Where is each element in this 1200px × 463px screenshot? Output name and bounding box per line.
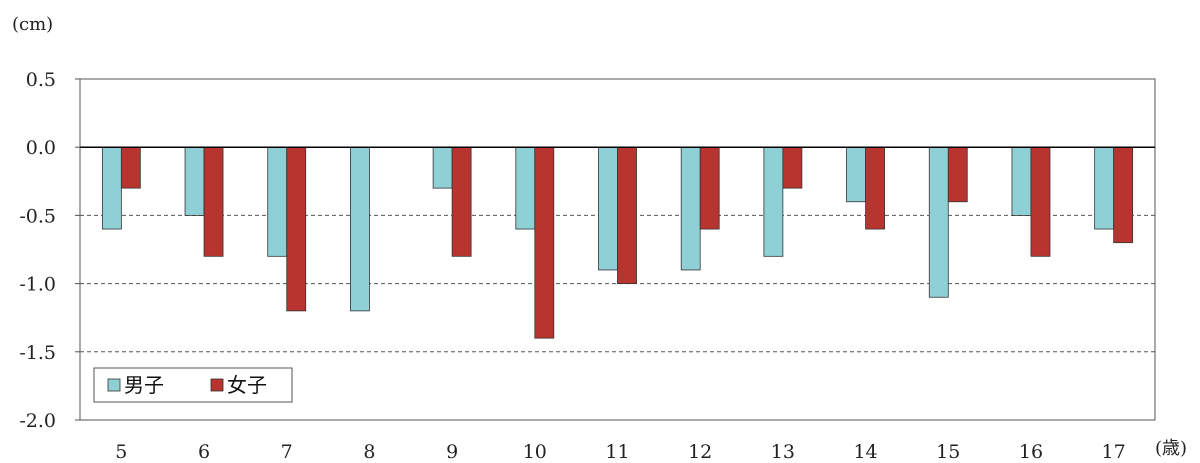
bar-girls-17 xyxy=(1113,146,1134,244)
bar-girls-7 xyxy=(286,146,307,312)
bar-girls-15 xyxy=(947,146,968,203)
x-tick-label: 14 xyxy=(853,441,877,463)
y-axis-unit-label: (cm) xyxy=(12,14,53,35)
legend-swatch-boys xyxy=(107,378,121,392)
bar-boys-11 xyxy=(598,146,618,271)
bar-boys-14 xyxy=(846,146,866,203)
x-tick-label: 17 xyxy=(1102,441,1126,463)
bar-boys-9 xyxy=(432,146,453,189)
legend: 男子 女子 xyxy=(93,367,293,403)
x-axis-ticks: 5 6 7 8 9 10 11 12 13 14 15 16 17 xyxy=(115,441,1125,463)
y-tick-label: -2.0 xyxy=(19,410,56,432)
legend-label-girls: 女子 xyxy=(227,373,267,397)
legend-swatch-girls xyxy=(210,378,224,392)
legend-box xyxy=(93,367,293,403)
y-tick-label: 0.5 xyxy=(26,69,56,91)
bar-girls-5 xyxy=(120,146,141,189)
bar-boys-17 xyxy=(1094,146,1115,230)
y-tick-label: -1.0 xyxy=(19,274,56,296)
bar-girls-10 xyxy=(534,146,555,339)
x-axis-unit-label: (歳) xyxy=(1155,438,1187,459)
bar-girls-14 xyxy=(865,146,885,230)
x-tick-label: 6 xyxy=(198,441,210,463)
bar-girls-9 xyxy=(451,146,472,257)
bar-girls-6 xyxy=(203,146,224,257)
legend-label-boys: 男子 xyxy=(124,373,164,397)
x-tick-label: 8 xyxy=(363,441,375,463)
bar-boys-15 xyxy=(928,146,949,298)
bars-group xyxy=(101,146,1134,339)
y-tick-label: -0.5 xyxy=(19,205,56,227)
x-tick-label: 9 xyxy=(446,441,458,463)
y-axis-ticks: 0.5 0.0 -0.5 -1.0 -1.5 -2.0 xyxy=(19,69,80,432)
x-tick-label: 13 xyxy=(771,441,795,463)
bar-girls-13 xyxy=(782,146,803,189)
bar-boys-8 xyxy=(350,146,370,312)
bar-boys-16 xyxy=(1011,146,1032,216)
x-tick-label: 12 xyxy=(688,441,712,463)
bar-boys-13 xyxy=(763,146,784,257)
x-tick-label: 15 xyxy=(936,441,960,463)
bar-boys-5 xyxy=(101,146,122,230)
y-tick-label: -1.5 xyxy=(19,342,56,364)
bar-boys-10 xyxy=(515,146,536,230)
bar-boys-12 xyxy=(680,146,701,271)
bar-girls-12 xyxy=(699,146,720,230)
bar-boys-6 xyxy=(184,146,205,216)
x-tick-label: 16 xyxy=(1019,441,1043,463)
x-tick-label: 10 xyxy=(523,441,547,463)
x-tick-label: 5 xyxy=(115,441,127,463)
bar-girls-16 xyxy=(1030,146,1051,257)
y-tick-label: 0.0 xyxy=(26,137,56,159)
bar-girls-11 xyxy=(617,146,637,284)
bar-boys-7 xyxy=(267,146,288,257)
x-tick-label: 7 xyxy=(281,441,293,463)
x-tick-label: 11 xyxy=(605,441,629,463)
